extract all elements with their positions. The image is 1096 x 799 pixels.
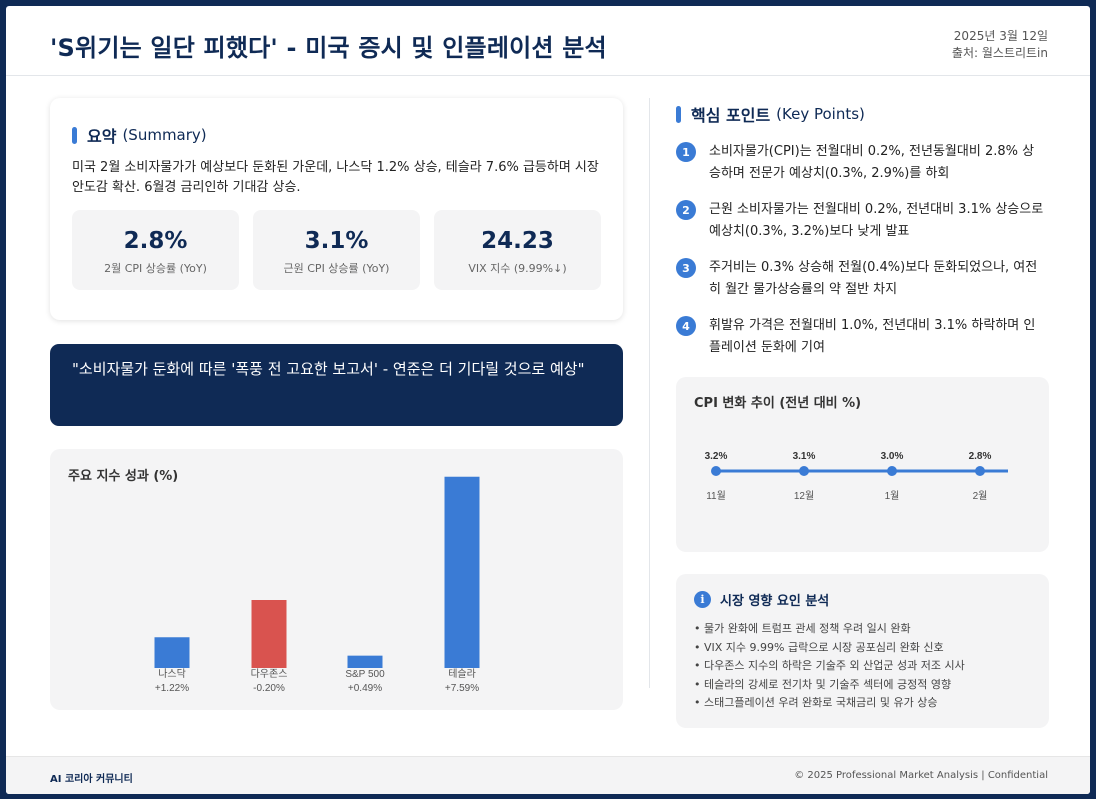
- report-header: 'S위기는 일단 피했다' - 미국 증시 및 인플레이션 분석 2025년 3…: [6, 6, 1090, 76]
- column-divider: [649, 98, 650, 688]
- summary-text: 미국 2월 소비자물가가 예상보다 둔화된 가운데, 나스닥 1.2% 상승, …: [72, 160, 599, 195]
- list-item: • 물가 완화에 트럼프 관세 정책 우려 일시 완화: [694, 622, 911, 635]
- quote-banner: "소비자물가 둔화에 따른 '폭풍 전 고요한 보고서' - 연준은 더 기다릴…: [50, 344, 623, 426]
- key-point-text: 소비자물가(CPI)는 전월대비 0.2%, 전년동월대비 2.8% 상승하며 …: [709, 144, 1035, 181]
- cpi-chart-card: CPI 변화 추이 (전년 대비 %) 3.2% 11월 3.1% 12월 3.0% 1월…: [676, 377, 1049, 552]
- index-chart-title: 주요 지수 성과 (%): [68, 469, 179, 484]
- summary-title: 요약: [87, 127, 117, 146]
- category-label: 나스닥: [158, 668, 186, 680]
- key-point-number: 1: [676, 142, 696, 162]
- market-factors-list: • 물가 완화에 트럼프 관세 정책 우려 일시 완화 • VIX 지수 9.9…: [694, 620, 965, 713]
- category-label: S&P 500: [345, 669, 385, 680]
- info-icon: i: [694, 591, 711, 608]
- index-bar-chart: 나스닥 +1.22% 다우존스 -0.20% S&P 500 +0.49% 테슬라 +7.59…: [154, 476, 480, 694]
- cpi-point-1: [799, 466, 809, 476]
- footer-brand: AI 코리아 커뮤니티: [50, 774, 133, 785]
- summary-heading: 요약 (Summary): [72, 123, 207, 147]
- list-item: • 테슬라의 강세로 전기차 및 기술주 섹터에 긍정적 영향: [694, 677, 952, 691]
- tick-label: 2월: [973, 490, 988, 502]
- cpi-line-chart: 3.2% 11월 3.1% 12월 3.0% 1월 2.8% 2월: [705, 451, 1008, 502]
- footer-copyright: © 2025 Professional Market Analysis | Co…: [794, 770, 1048, 781]
- data-label: +1.22%: [155, 683, 189, 694]
- stat-value: 3.1%: [304, 228, 369, 254]
- stat-label: 2월 CPI 상승률 (YoY): [104, 262, 207, 275]
- summary-card: 요약 (Summary) 미국 2월 소비자물가가 예상보다 둔화된 가운데, …: [50, 98, 623, 320]
- cpi-point-2: [887, 466, 897, 476]
- cpi-chart-title: CPI 변화 추이 (전년 대비 %): [694, 396, 862, 411]
- cpi-point-3: [975, 466, 985, 476]
- bar-0: [154, 637, 190, 668]
- data-label: +7.59%: [445, 683, 479, 694]
- tick-label: 12월: [794, 490, 814, 502]
- summary-title-en: (Summary): [122, 126, 207, 144]
- report-page: 'S위기는 일단 피했다' - 미국 증시 및 인플레이션 분석 2025년 3…: [6, 6, 1090, 794]
- index-chart-card: 주요 지수 성과 (%) 나스닥 +1.22% 다우존스 -0.20% S&P 500 +…: [50, 449, 623, 710]
- tick-label: 11월: [706, 490, 726, 502]
- report-meta: 2025년 3월 12일 출처: 월스트리트in: [952, 28, 1048, 62]
- stat-value: 24.23: [481, 228, 554, 254]
- tick-label: 1월: [885, 490, 900, 502]
- key-point-item: 3 주거비는 0.3% 상승해 전월(0.4%)보다 둔화되었으나, 여전히 월…: [676, 257, 1056, 301]
- category-label: 테슬라: [448, 668, 476, 680]
- key-point-text: 근원 소비자물가는 전월대비 0.2%, 전년대비 3.1% 상승으로 예상치(…: [709, 202, 1044, 239]
- data-label: 3.2%: [705, 451, 728, 462]
- category-label: 다우존스: [251, 668, 288, 680]
- data-label: 3.0%: [881, 451, 904, 462]
- key-point-item: 2 근원 소비자물가는 전월대비 0.2%, 전년대비 3.1% 상승으로 예상…: [676, 199, 1056, 243]
- stat-value: 2.8%: [123, 228, 188, 254]
- bar-2: [347, 655, 383, 668]
- page-footer: AI 코리아 커뮤니티 © 2025 Professional Market A…: [6, 756, 1090, 794]
- section-marker-icon: [72, 126, 77, 144]
- bar-3: [444, 476, 480, 668]
- list-item: • VIX 지수 9.99% 급락으로 시장 공포심리 완화 신호: [694, 640, 944, 654]
- key-point-item: 4 휘발유 가격은 전월대비 1.0%, 전년대비 3.1% 하락하며 인플레이…: [676, 315, 1056, 359]
- market-factors-heading: i 시장 영향 요인 분석: [694, 590, 829, 609]
- stat-vix: 24.23 VIX 지수 (9.99%↓): [434, 210, 601, 290]
- list-item: • 다우존스 지수의 하락은 기술주 외 산업군 성과 저조 시사: [694, 659, 965, 672]
- page-title: 'S위기는 일단 피했다' - 미국 증시 및 인플레이션 분석: [50, 34, 607, 62]
- section-marker-icon: [676, 105, 681, 123]
- key-point-number: 4: [676, 316, 696, 336]
- key-points-title: 핵심 포인트: [691, 106, 771, 125]
- stat-label: 근원 CPI 상승률 (YoY): [283, 262, 390, 275]
- report-source: 출처: 월스트리트in: [951, 46, 1048, 60]
- market-factors-title: 시장 영향 요인 분석: [720, 594, 830, 609]
- data-label: -0.20%: [253, 683, 285, 694]
- key-point-number: 2: [676, 200, 696, 220]
- data-label: 3.1%: [793, 451, 816, 462]
- stat-cpi: 2.8% 2월 CPI 상승률 (YoY): [72, 210, 239, 290]
- bar-1: [251, 600, 287, 668]
- cpi-point-0: [711, 466, 721, 476]
- stat-label: VIX 지수 (9.99%↓): [468, 262, 567, 275]
- key-point-number: 3: [676, 258, 696, 278]
- key-points-title-en: (Key Points): [776, 105, 865, 123]
- list-item: • 스태그플레이션 우려 완화로 국채금리 및 유가 상승: [694, 696, 938, 709]
- report-date: 2025년 3월 12일: [953, 29, 1048, 43]
- data-label: +0.49%: [348, 683, 382, 694]
- key-point-text: 휘발유 가격은 전월대비 1.0%, 전년대비 3.1% 하락하며 인플레이션 …: [709, 318, 1036, 355]
- data-label: 2.8%: [969, 451, 992, 462]
- stat-core-cpi: 3.1% 근원 CPI 상승률 (YoY): [253, 210, 420, 290]
- market-factors-card: i 시장 영향 요인 분석 • 물가 완화에 트럼프 관세 정책 우려 일시 완…: [676, 574, 1049, 728]
- key-points-heading: 핵심 포인트 (Key Points): [676, 102, 865, 126]
- key-point-text: 주거비는 0.3% 상승해 전월(0.4%)보다 둔화되었으나, 여전히 월간 …: [709, 260, 1038, 297]
- key-point-item: 1 소비자물가(CPI)는 전월대비 0.2%, 전년동월대비 2.8% 상승하…: [676, 141, 1056, 185]
